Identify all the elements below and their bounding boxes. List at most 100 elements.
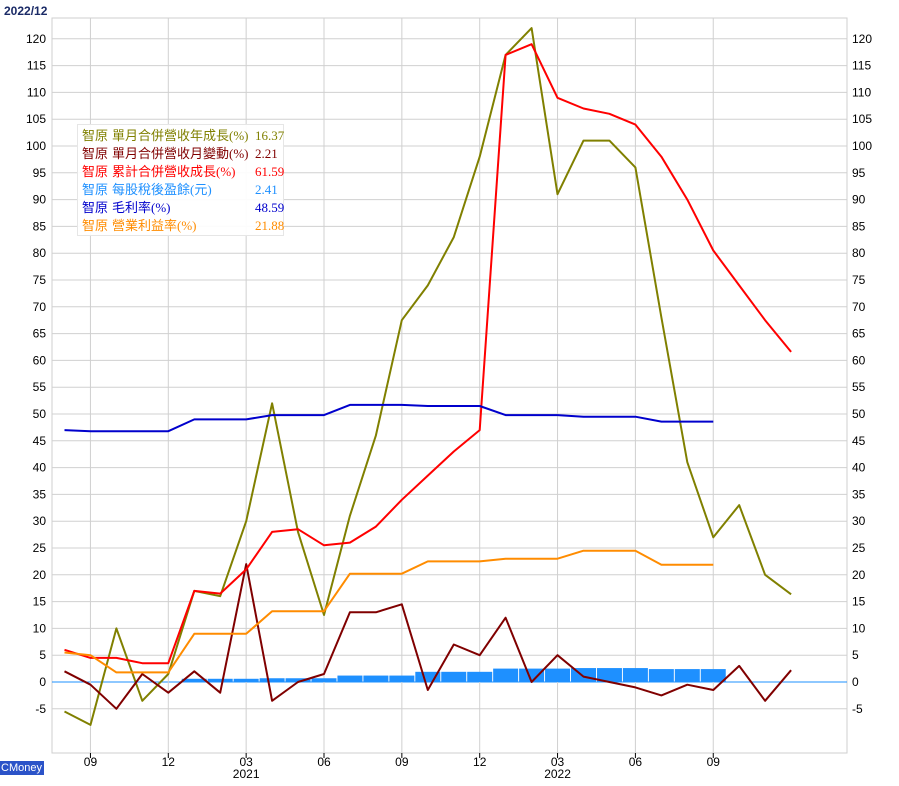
y-tick-label-right: 5 xyxy=(852,648,859,662)
y-tick-label-left: 45 xyxy=(33,434,47,448)
eps-bar xyxy=(389,675,415,682)
y-tick-label-right: 10 xyxy=(852,621,866,635)
y-tick-label-left: 30 xyxy=(33,514,47,528)
legend-company: 智原 xyxy=(82,128,109,143)
y-tick-label-left: 50 xyxy=(33,407,47,421)
y-tick-label-right: 35 xyxy=(852,487,866,501)
legend-company: 智原 xyxy=(82,182,109,197)
y-tick-label-left: 100 xyxy=(26,139,46,153)
legend-item: 智原 毛利率(%) 48.59 xyxy=(82,199,284,217)
y-tick-label-left: 15 xyxy=(33,595,47,609)
series-line xyxy=(64,549,714,674)
brand-logo[interactable]: CMoney xyxy=(0,761,44,775)
y-tick-label-right: -5 xyxy=(852,702,863,716)
y-tick-label-left: -5 xyxy=(35,702,46,716)
period-label: 2022/12 xyxy=(4,4,48,18)
y-tick-label-right: 110 xyxy=(852,85,871,99)
eps-bar xyxy=(311,678,337,682)
eps-bar xyxy=(441,671,467,682)
legend-item: 智原 每股稅後盈餘(元) 2.41 xyxy=(82,181,278,199)
legend-company: 智原 xyxy=(82,200,109,215)
x-tick-label: 12 xyxy=(473,755,487,769)
eps-bar xyxy=(181,678,207,682)
y-tick-label-left: 80 xyxy=(33,246,47,260)
y-tick-label-right: 25 xyxy=(852,541,866,555)
y-tick-label-right: 70 xyxy=(852,300,866,314)
y-tick-label-right: 20 xyxy=(852,568,866,582)
series-lines xyxy=(64,27,792,726)
y-tick-label-right: 60 xyxy=(852,353,866,367)
eps-bar xyxy=(337,675,363,682)
y-tick-label-left: 115 xyxy=(27,59,46,73)
y-tick-label-left: 95 xyxy=(33,166,47,180)
legend-company: 智原 xyxy=(82,218,109,233)
y-tick-label-right: 80 xyxy=(852,246,866,260)
y-tick-label-left: 25 xyxy=(33,541,47,555)
legend-item: 智原 累計合併營收成長(%) 61.59 xyxy=(82,163,284,181)
legend-company: 智原 xyxy=(82,146,109,161)
y-tick-label-right: 100 xyxy=(852,139,872,153)
y-tick-label-left: 65 xyxy=(33,327,47,341)
legend-series-value: 61.59 xyxy=(255,164,285,179)
y-tick-label-left: 75 xyxy=(33,273,47,287)
eps-bar xyxy=(493,668,519,682)
y-tick-label-left: 40 xyxy=(33,461,47,475)
y-tick-label-left: 105 xyxy=(26,112,46,126)
eps-bar xyxy=(467,671,493,682)
y-tick-label-right: 15 xyxy=(852,595,866,609)
eps-bars xyxy=(181,668,726,682)
legend-series-name: 單月合併營收年成長(%) xyxy=(112,128,249,143)
y-tick-label-right: 40 xyxy=(852,461,866,475)
series-line xyxy=(64,27,792,726)
x-tick-label: 09 xyxy=(395,755,409,769)
legend-series-name: 單月合併營收月變動(%) xyxy=(112,146,249,161)
y-tick-label-left: 70 xyxy=(33,300,47,314)
series-line xyxy=(64,43,792,665)
legend-series-name: 營業利益率(%) xyxy=(112,218,197,233)
x-tick-label: 09 xyxy=(707,755,721,769)
y-tick-label-left: 120 xyxy=(26,32,46,46)
legend-series-name: 累計合併營收成長(%) xyxy=(112,164,236,179)
x-tick-label: 06 xyxy=(629,755,643,769)
legend: 智原 單月合併營收年成長(%) 16.37 智原 單月合併營收月變動(%) 2.21 智… xyxy=(77,124,284,236)
y-tick-label-right: 95 xyxy=(852,166,866,180)
legend-series-value: 16.37 xyxy=(255,128,285,143)
y-tick-label-left: 5 xyxy=(39,648,46,662)
x-tick-label: 03 xyxy=(239,755,253,769)
x-year-label: 2022 xyxy=(544,767,571,781)
y-tick-label-left: 20 xyxy=(33,568,47,582)
legend-item: 智原 單月合併營收年成長(%) 16.37 xyxy=(82,127,284,145)
x-tick-label: 03 xyxy=(551,755,565,769)
eps-bar xyxy=(259,678,285,682)
y-tick-label-right: 65 xyxy=(852,327,866,341)
eps-bar xyxy=(648,669,674,682)
y-tick-label-right: 30 xyxy=(852,514,866,528)
eps-bar xyxy=(700,669,726,682)
y-tick-label-left: 90 xyxy=(33,193,47,207)
grid-lines xyxy=(52,18,847,753)
legend-item: 智原 單月合併營收月變動(%) 2.21 xyxy=(82,145,278,163)
y-tick-label-left: 85 xyxy=(33,219,47,233)
y-tick-label-left: 60 xyxy=(33,353,47,367)
legend-series-value: 48.59 xyxy=(255,200,285,215)
eps-bar xyxy=(415,671,441,682)
y-tick-label-right: 50 xyxy=(852,407,866,421)
x-tick-label: 09 xyxy=(84,755,98,769)
eps-bar xyxy=(622,668,648,682)
eps-bar xyxy=(363,675,389,682)
legend-series-value: 21.88 xyxy=(255,218,285,233)
y-tick-label-right: 120 xyxy=(852,32,872,46)
eps-bar xyxy=(207,678,233,682)
y-tick-label-right: 90 xyxy=(852,193,866,207)
x-tick-label: 12 xyxy=(162,755,176,769)
x-year-label: 2021 xyxy=(233,767,260,781)
legend-series-name: 每股稅後盈餘(元) xyxy=(112,182,212,197)
y-tick-label-left: 55 xyxy=(33,380,47,394)
series-line xyxy=(64,403,714,433)
eps-bar xyxy=(233,678,259,682)
legend-company: 智原 xyxy=(82,164,109,179)
eps-bar xyxy=(674,669,700,682)
eps-bar xyxy=(545,668,571,682)
